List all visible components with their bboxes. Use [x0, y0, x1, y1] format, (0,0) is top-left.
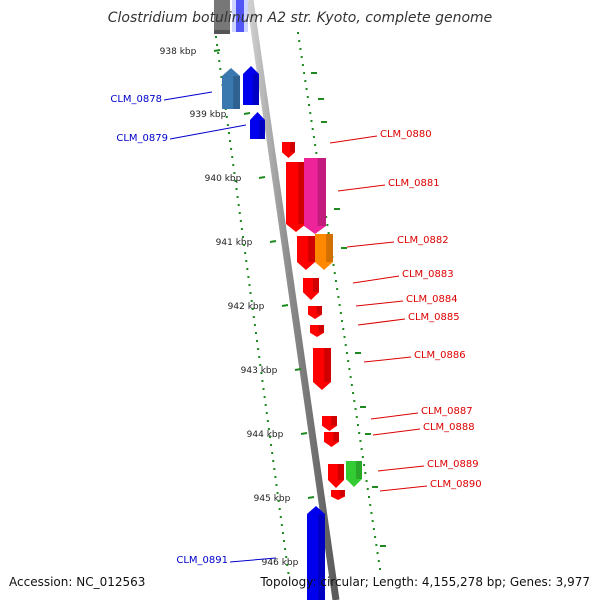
gene-CLM_0884[interactable]: [308, 306, 322, 319]
partial-gene-top[interactable]: [214, 0, 248, 34]
gene-label-reverse[interactable]: CLM_0882: [346, 235, 449, 248]
gene-label-reverse[interactable]: CLM_0880: [329, 129, 432, 144]
gene-label-text[interactable]: CLM_0879: [116, 133, 168, 144]
gene-label-text[interactable]: CLM_0885: [408, 312, 460, 323]
accession-text: Accession: NC_012563: [9, 575, 145, 589]
gene-label-reverse[interactable]: CLM_0886: [363, 350, 466, 363]
gene-CLM_0886[interactable]: [313, 348, 331, 390]
gene-CLM_0882[interactable]: [315, 234, 333, 270]
gene-CLM_0880[interactable]: [282, 142, 295, 158]
gene-label-text[interactable]: CLM_0883: [402, 269, 454, 280]
kbp-tick: 944 kbp: [247, 430, 308, 440]
gene-label-forward[interactable]: CLM_0891: [176, 555, 277, 566]
gene-CLM_0887[interactable]: [322, 416, 337, 431]
kbp-tick-label: 943 kbp: [241, 366, 278, 376]
gene-CLM_0882a[interactable]: [297, 236, 315, 270]
inner-dotted-track: [215, 36, 290, 574]
gene-label-text[interactable]: CLM_0880: [380, 129, 432, 140]
gene-label-reverse[interactable]: CLM_0884: [355, 294, 458, 307]
genome-summary-text: Topology: circular; Length: 4,155,278 bp…: [259, 575, 590, 589]
gene-label-reverse[interactable]: CLM_0883: [352, 269, 454, 284]
kbp-tick: 939 kbp: [190, 110, 251, 120]
gene-CLM_0883[interactable]: [303, 278, 319, 300]
gene-CLM_0878b[interactable]: [243, 66, 259, 105]
kbp-tick-label: 945 kbp: [254, 494, 291, 504]
gene-label-text[interactable]: CLM_0882: [397, 235, 449, 246]
gene-label-forward[interactable]: CLM_0878: [110, 91, 213, 105]
gene-label-reverse[interactable]: CLM_0885: [357, 312, 460, 326]
kbp-tick-label: 939 kbp: [190, 110, 227, 120]
kbp-tick-label: 941 kbp: [216, 238, 253, 248]
gene-label-text[interactable]: CLM_0887: [421, 406, 473, 417]
gene-CLM_0889a[interactable]: [328, 464, 344, 488]
kbp-tick: 943 kbp: [241, 366, 302, 376]
gene-CLM_0890[interactable]: [331, 490, 345, 500]
gene-CLM_0885[interactable]: [310, 325, 324, 337]
gene-CLM_0880b[interactable]: [286, 162, 306, 232]
kbp-tick-label: 938 kbp: [160, 47, 197, 57]
gene-label-text[interactable]: CLM_0890: [430, 479, 482, 490]
kbp-tick: 941 kbp: [216, 238, 277, 248]
gene-label-text[interactable]: CLM_0881: [388, 178, 440, 189]
kbp-ruler: 938 kbp 939 kbp 940 kbp 941 kbp 942 kbp 943 k…: [160, 36, 323, 574]
kbp-tick: 942 kbp: [228, 302, 289, 312]
gene-label-text[interactable]: CLM_0884: [406, 294, 458, 305]
kbp-tick: 945 kbp: [254, 494, 315, 504]
gene-CLM_0888[interactable]: [324, 432, 339, 447]
gene-features: [214, 0, 362, 600]
gene-label-reverse[interactable]: CLM_0881: [337, 178, 440, 192]
outer-dotted-track: [297, 32, 386, 570]
genome-title: Clostridium botulinum A2 str. Kyoto, com…: [108, 10, 493, 26]
gene-CLM_0879[interactable]: [250, 112, 265, 139]
gene-CLM_0881[interactable]: [304, 158, 326, 234]
kbp-tick-label: 944 kbp: [247, 430, 284, 440]
kbp-tick-label: 940 kbp: [205, 174, 242, 184]
kbp-tick-label: 942 kbp: [228, 302, 265, 312]
gene-CLM_0889[interactable]: [346, 461, 362, 487]
gene-CLM_0891[interactable]: [307, 506, 325, 600]
gene-label-text[interactable]: CLM_0878: [110, 94, 162, 105]
kbp-tick: 938 kbp: [160, 47, 221, 57]
gene-label-text[interactable]: CLM_0889: [427, 459, 479, 470]
gene-label-reverse[interactable]: CLM_0887: [370, 406, 473, 420]
gene-label-text[interactable]: CLM_0888: [423, 422, 475, 433]
kbp-tick-label: 946 kbp: [262, 558, 299, 568]
genome-backbone: [246, 0, 340, 600]
gene-label-forward[interactable]: CLM_0879: [116, 124, 247, 144]
gene-labels: CLM_0878 CLM_0879 CLM_0891 CLM_0880 CLM_0881…: [110, 91, 482, 566]
kbp-tick: 940 kbp: [205, 174, 266, 184]
gene-label-reverse[interactable]: CLM_0888: [372, 422, 475, 436]
gene-CLM_0878[interactable]: [222, 68, 240, 109]
gene-label-text[interactable]: CLM_0886: [414, 350, 466, 361]
gene-label-text[interactable]: CLM_0891: [176, 555, 228, 566]
gene-label-reverse[interactable]: CLM_0890: [379, 479, 482, 492]
gene-label-reverse[interactable]: CLM_0889: [377, 459, 479, 472]
